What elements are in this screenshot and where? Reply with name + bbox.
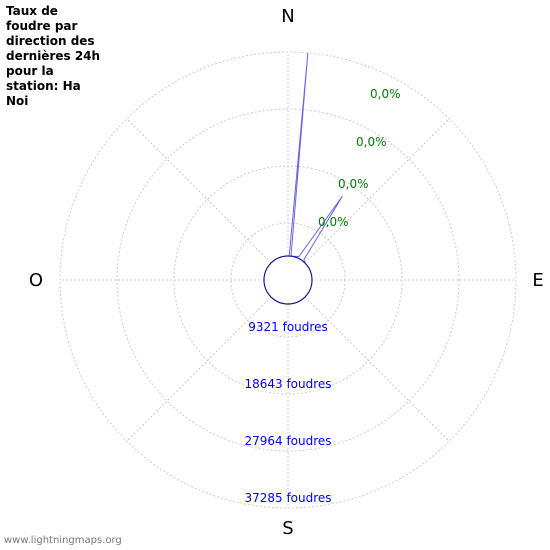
ring-label: 9321 foudres <box>248 320 327 334</box>
percent-label: 0,0% <box>338 177 369 191</box>
grid-spoke <box>127 280 288 441</box>
cardinal-o: O <box>29 270 43 291</box>
percent-label: 0,0% <box>370 87 401 101</box>
ring-label: 37285 foudres <box>244 491 331 505</box>
ring-label: 27964 foudres <box>244 434 331 448</box>
center-circle <box>264 256 312 304</box>
ring-label: 18643 foudres <box>244 377 331 391</box>
footer-attribution: www.lightningmaps.org <box>4 535 122 546</box>
grid-spoke <box>127 119 288 280</box>
title-line: station: Ha Noi <box>6 79 81 108</box>
title-line: foudre par <box>6 19 77 33</box>
percent-label: 0,0% <box>356 135 387 149</box>
cardinal-n: N <box>281 6 294 27</box>
title-line: dernières 24h <box>6 49 100 63</box>
chart-title: Taux de foudre par direction des dernièr… <box>6 4 102 109</box>
title-line: pour la <box>6 64 54 78</box>
cardinal-s: S <box>282 518 293 539</box>
title-line: direction des <box>6 34 95 48</box>
title-line: Taux de <box>6 4 58 18</box>
percent-label: 0,0% <box>318 215 349 229</box>
grid-spoke <box>288 280 449 441</box>
cardinal-e: E <box>532 270 543 291</box>
